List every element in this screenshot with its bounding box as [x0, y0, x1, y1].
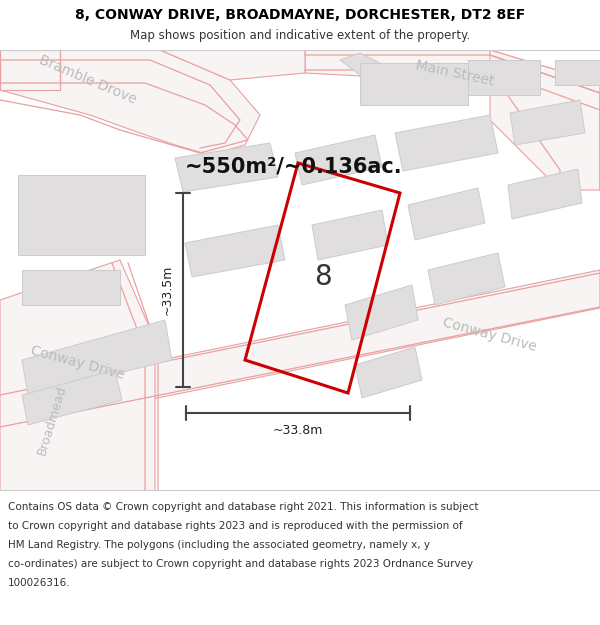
Text: 8: 8 — [314, 263, 332, 291]
Polygon shape — [555, 60, 600, 85]
Text: to Crown copyright and database rights 2023 and is reproduced with the permissio: to Crown copyright and database rights 2… — [8, 521, 463, 531]
Polygon shape — [175, 143, 278, 192]
Polygon shape — [395, 115, 498, 171]
Text: Conway Drive: Conway Drive — [29, 344, 127, 382]
Text: ~33.8m: ~33.8m — [273, 424, 323, 438]
Text: Broadmead: Broadmead — [35, 383, 69, 457]
Polygon shape — [360, 63, 468, 105]
Polygon shape — [18, 175, 145, 255]
Text: Map shows position and indicative extent of the property.: Map shows position and indicative extent… — [130, 29, 470, 42]
Polygon shape — [490, 50, 600, 190]
Polygon shape — [22, 270, 120, 305]
Polygon shape — [340, 53, 380, 75]
Polygon shape — [408, 188, 485, 240]
Text: ~550m²/~0.136ac.: ~550m²/~0.136ac. — [185, 157, 403, 177]
Polygon shape — [22, 370, 122, 425]
Text: Main Street: Main Street — [415, 58, 496, 88]
Polygon shape — [345, 285, 418, 340]
Polygon shape — [305, 50, 600, 120]
Polygon shape — [508, 169, 582, 219]
Text: Bramble Drove: Bramble Drove — [37, 53, 139, 107]
Text: co-ordinates) are subject to Crown copyright and database rights 2023 Ordnance S: co-ordinates) are subject to Crown copyr… — [8, 559, 473, 569]
Polygon shape — [312, 210, 388, 260]
Polygon shape — [0, 50, 60, 90]
Text: 100026316.: 100026316. — [8, 578, 71, 588]
Polygon shape — [0, 270, 600, 430]
Polygon shape — [510, 100, 585, 145]
Text: 8, CONWAY DRIVE, BROADMAYNE, DORCHESTER, DT2 8EF: 8, CONWAY DRIVE, BROADMAYNE, DORCHESTER,… — [75, 8, 525, 22]
Text: ~33.5m: ~33.5m — [161, 265, 173, 315]
Polygon shape — [160, 50, 305, 80]
Polygon shape — [0, 260, 155, 495]
Polygon shape — [295, 135, 382, 185]
Polygon shape — [22, 320, 172, 395]
Text: Contains OS data © Crown copyright and database right 2021. This information is : Contains OS data © Crown copyright and d… — [8, 502, 479, 512]
Polygon shape — [428, 253, 505, 305]
Text: Conway Drive: Conway Drive — [442, 316, 539, 354]
Polygon shape — [355, 347, 422, 398]
Polygon shape — [185, 225, 285, 277]
Polygon shape — [468, 60, 540, 95]
Text: HM Land Registry. The polygons (including the associated geometry, namely x, y: HM Land Registry. The polygons (includin… — [8, 540, 430, 550]
Polygon shape — [0, 50, 260, 155]
